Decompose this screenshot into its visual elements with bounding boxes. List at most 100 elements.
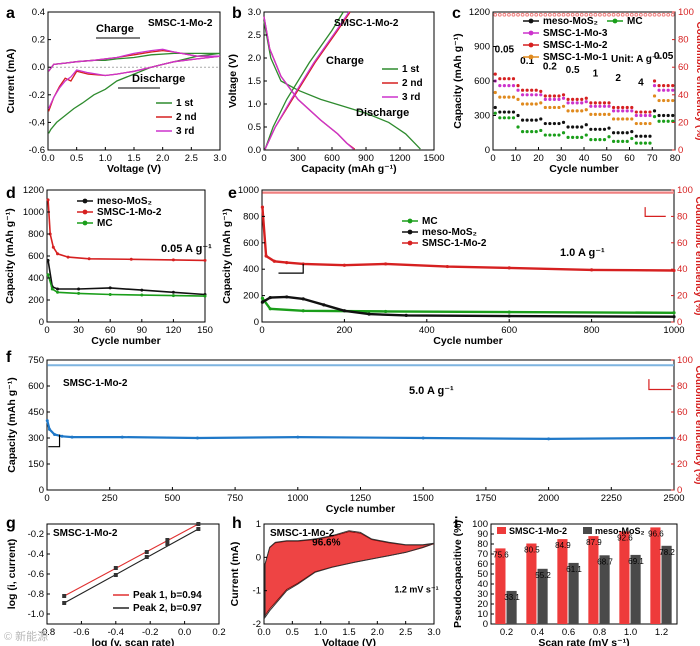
x-tick-label-h: 1.5 <box>342 627 355 638</box>
data-point-c-0 <box>543 121 547 126</box>
data-point-c-0 <box>511 110 516 114</box>
data-point-c-0 <box>598 127 602 131</box>
annotation-b: Charge <box>326 55 364 67</box>
data-point-c-4 <box>530 102 534 106</box>
data-point-c-0 <box>616 131 620 135</box>
data-point-d-2 <box>140 293 144 297</box>
legend-swatch-i <box>497 527 506 534</box>
data-point-c-0 <box>634 134 638 138</box>
data-point-c-4 <box>589 112 593 116</box>
data-point-c-1 <box>602 138 607 142</box>
axis-arrow-e <box>644 207 666 217</box>
x-tick-label-c: 30 <box>556 153 567 164</box>
y-tick-label-i: 60 <box>477 559 488 570</box>
data-point-c-4 <box>643 121 648 126</box>
y-tick-label-i: 40 <box>477 579 488 590</box>
ce-point-c <box>516 12 520 17</box>
bar-value-label-i: 78.2 <box>659 548 675 557</box>
data-point-c-2 <box>671 88 675 92</box>
x-tick-label-e: 400 <box>419 325 435 336</box>
y-tick-label-c: 1200 <box>469 7 490 18</box>
data-point-c-3 <box>561 93 566 97</box>
data-point-c-1 <box>657 119 661 123</box>
data-point-e-1 <box>672 315 676 319</box>
data-point-e-2 <box>264 254 268 258</box>
data-point-c-1 <box>502 116 506 120</box>
plot-frame-e <box>261 189 675 323</box>
bar-i-1 <box>599 555 610 624</box>
x-tick-label-a: 2.5 <box>185 153 198 164</box>
bar-value-label-i: 61.1 <box>566 565 582 574</box>
data-point-c-1 <box>643 141 648 145</box>
data-point-c-0 <box>602 127 607 131</box>
legend-marker-d <box>82 209 88 215</box>
ce-point-c <box>593 12 598 17</box>
data-point-d-2 <box>203 294 207 298</box>
data-point-c-2 <box>561 96 566 100</box>
y-tick-label-d: 600 <box>28 251 44 262</box>
x-tick-label-h: 0.0 <box>257 627 270 638</box>
y-tick-label-d: 1200 <box>23 185 44 196</box>
y-tick-label-a: -0.2 <box>29 90 45 101</box>
y-tick-label-f: 450 <box>28 407 44 418</box>
bar-value-label-i: 84.9 <box>555 541 571 550</box>
data-point-e-2 <box>342 263 346 267</box>
legend-marker-d <box>82 220 88 226</box>
data-point-c-1 <box>589 138 593 142</box>
bar-i-1 <box>506 590 517 624</box>
data-point-c-2 <box>648 113 652 118</box>
data-point-c-4 <box>671 98 675 103</box>
panel-label-b: b <box>232 5 242 22</box>
data-point-c-4 <box>593 112 597 116</box>
ce-point-c <box>634 12 639 17</box>
data-point-c-4 <box>580 109 584 113</box>
legend-marker-c <box>528 54 534 60</box>
legend-marker-e <box>407 240 413 246</box>
x-tick-label-c: 60 <box>624 153 635 164</box>
data-point-c-3 <box>534 88 538 92</box>
data-point-c-2 <box>584 100 588 104</box>
legend-marker-d <box>82 198 88 204</box>
data-point-e-0 <box>260 296 265 300</box>
x-tick-label-i: 0.6 <box>562 627 575 638</box>
data-point-c-2 <box>657 88 661 92</box>
data-point-e-1 <box>260 300 265 304</box>
data-point-d-2 <box>171 294 175 298</box>
data-point-c-1 <box>571 135 575 139</box>
x-tick-label-g: -0.4 <box>108 627 124 638</box>
data-point-c-1 <box>580 135 584 139</box>
data-point-c-0 <box>575 125 579 129</box>
data-point-d-2 <box>108 293 112 296</box>
data-point-c-3 <box>662 84 666 88</box>
y-tick-label-h: -1 <box>253 586 261 597</box>
x-tick-label-e: 0 <box>259 325 264 336</box>
y-tick-label-e: 1000 <box>238 185 259 196</box>
data-point-c-1 <box>634 141 638 145</box>
data-point-c-3 <box>571 97 575 101</box>
legend-label-b: 2 nd <box>402 78 423 89</box>
data-point-c-3 <box>539 89 543 93</box>
data-point-d-1 <box>129 257 133 261</box>
data-point-c-2 <box>598 104 602 108</box>
data-point-c-3 <box>602 101 607 105</box>
data-point-c-1 <box>493 111 497 115</box>
x-tick-label-c: 0 <box>490 153 495 164</box>
x-tick-label-f: 2500 <box>663 493 684 504</box>
annotation-f: 5.0 A g⁻¹ <box>409 385 454 397</box>
y-tick-label-a: -0.6 <box>29 145 45 156</box>
y2-axis-label-e: Coulombic efficiency (%) <box>693 197 700 316</box>
y-axis-label-b: Voltage (V) <box>227 54 239 108</box>
data-point-d-1 <box>48 232 52 236</box>
data-point-c-4 <box>571 109 575 113</box>
x-tick-label-f: 1000 <box>287 493 308 504</box>
data-point-e-1 <box>268 295 272 300</box>
data-point-c-2 <box>511 84 516 88</box>
data-point-c-4 <box>498 95 502 99</box>
data-point-g-1 <box>62 601 67 605</box>
y2-tick-label-c: 100 <box>678 7 694 18</box>
bar-value-label-i: 68.7 <box>597 557 613 566</box>
series-charge-line-b-1 <box>264 11 351 150</box>
data-point-c-1 <box>530 130 534 134</box>
ce-point-c <box>575 12 580 17</box>
ce-point-c <box>538 12 543 17</box>
